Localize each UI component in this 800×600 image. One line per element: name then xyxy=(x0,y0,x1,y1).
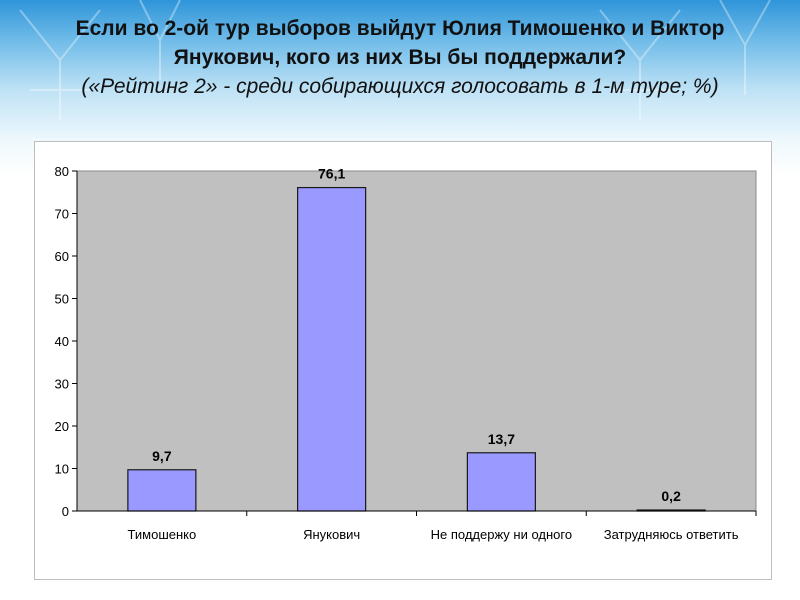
y-tick-label: 0 xyxy=(62,504,69,519)
y-axis: 0 10 20 30 40 50 60 70 80 xyxy=(55,164,78,519)
y-tick-label: 20 xyxy=(55,419,69,434)
bar-chart: 0 10 20 30 40 50 60 70 80 9,7 76,1 13,7 0,2 Тимошен… xyxy=(55,164,757,542)
x-tick-label: Затрудняюсь ответить xyxy=(604,527,739,542)
y-tick-label: 50 xyxy=(55,292,69,307)
x-axis: Тимошенко Янукович Не поддержу ни одного За… xyxy=(77,510,757,542)
bar-value-label: 13,7 xyxy=(488,431,515,447)
bar-value-label: 76,1 xyxy=(318,166,345,182)
bars: 9,7 76,1 13,7 0,2 xyxy=(127,166,706,512)
bar-2 xyxy=(466,452,536,512)
x-tick-label: Тимошенко xyxy=(128,527,197,542)
bar-value-label: 9,7 xyxy=(152,448,172,464)
x-tick-label: Не поддержу ни одного xyxy=(431,527,572,542)
bar-1 xyxy=(297,186,367,512)
chart-area: 0 10 20 30 40 50 60 70 80 9,7 76,1 13,7 0,2 Тимошен… xyxy=(34,141,772,580)
plot-area xyxy=(76,170,757,512)
bar-0 xyxy=(127,469,197,512)
y-tick-label: 10 xyxy=(55,462,69,477)
slide-title: Если во 2-ой тур выборов выйдут Юлия Тим… xyxy=(75,17,725,69)
y-tick-label: 30 xyxy=(55,377,69,392)
y-tick-label: 60 xyxy=(55,249,69,264)
y-tick-label: 80 xyxy=(55,164,69,179)
y-tick-label: 70 xyxy=(55,207,69,222)
slide-header: Если во 2-ой тур выборов выйдут Юлия Тим… xyxy=(40,14,760,101)
slide-subtitle: («Рейтинг 2» - среди собирающихся голосо… xyxy=(81,75,719,98)
y-tick-label: 40 xyxy=(55,334,69,349)
bar-value-label: 0,2 xyxy=(661,488,681,504)
x-tick-label: Янукович xyxy=(303,527,360,542)
